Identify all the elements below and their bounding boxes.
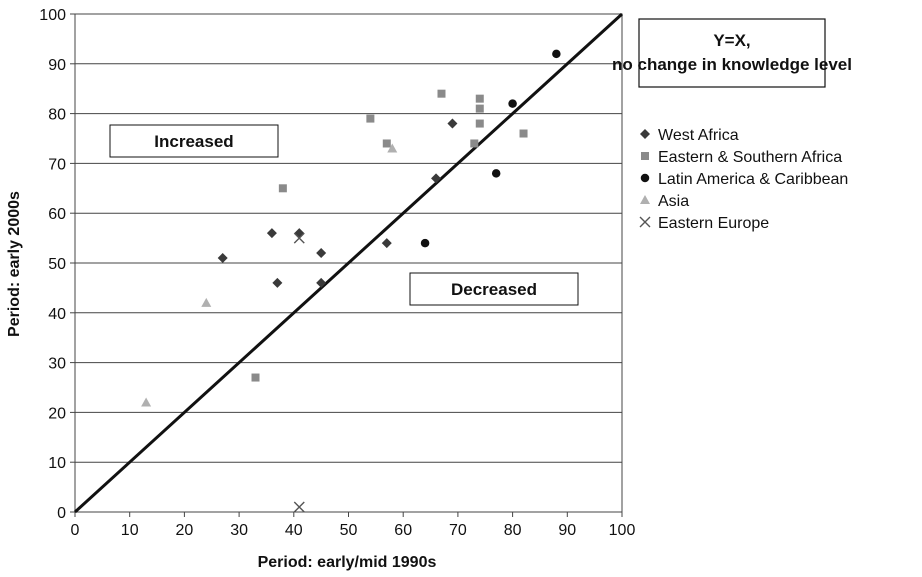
y-axis-title: Period: early 2000s	[6, 191, 23, 337]
x-tick-label-90: 90	[558, 522, 576, 539]
data-point-1-7	[475, 104, 484, 113]
legend: West Africa Eastern & Southern Africa Lati…	[639, 127, 848, 232]
increased-label: Increased	[154, 132, 233, 151]
legend-label-3: Asia	[658, 193, 689, 210]
x-tick-label-70: 70	[449, 522, 467, 539]
series-1	[251, 89, 528, 382]
data-points	[141, 49, 561, 513]
series-3	[141, 143, 398, 407]
reference-line-label-box: Y=X, no change in knowledge level	[612, 18, 852, 88]
data-point-1-8	[475, 119, 484, 128]
data-point-1-6	[475, 94, 484, 103]
data-point-4-0	[293, 232, 305, 244]
reference-line-label: Y=X, no change in knowledge level	[612, 31, 852, 74]
x-tick-label-50: 50	[340, 522, 358, 539]
x-tick-label-0: 0	[71, 522, 80, 539]
legend-label-0: West Africa	[658, 127, 739, 144]
legend-label-4: Eastern Europe	[658, 215, 769, 232]
data-point-0-3	[294, 228, 305, 239]
data-point-0-6	[381, 238, 392, 249]
x-tick-label-80: 80	[504, 522, 522, 539]
data-point-1-2	[366, 114, 375, 123]
legend-marker-3	[640, 195, 650, 204]
legend-label-2: Latin America & Caribbean	[658, 171, 848, 188]
data-point-3-1	[201, 297, 212, 307]
y-tick-label-70: 70	[48, 156, 66, 173]
data-point-0-2	[272, 277, 283, 288]
x-tick-label-100: 100	[609, 522, 636, 539]
y-tick-labels: 0 10 20 30 40 50 60 70 80 90 100	[39, 7, 75, 522]
data-point-2-3	[552, 49, 561, 59]
y-tick-label-50: 50	[48, 256, 66, 273]
data-point-0-1	[266, 228, 277, 239]
legend-item-0: West Africa	[640, 127, 739, 144]
data-point-0-8	[447, 118, 458, 129]
data-point-3-0	[141, 397, 152, 407]
data-point-1-0	[251, 373, 260, 382]
legend-marker-1	[641, 152, 649, 160]
y-tick-label-60: 60	[48, 206, 66, 223]
x-tick-label-10: 10	[121, 522, 139, 539]
data-point-1-1	[278, 184, 287, 193]
data-point-0-5	[316, 277, 327, 288]
legend-item-1: Eastern & Southern Africa	[641, 149, 842, 166]
x-axis-title: Period: early/mid 1990s	[258, 554, 437, 571]
series-0	[217, 118, 458, 288]
series-2	[420, 49, 561, 248]
x-tick-label-60: 60	[394, 522, 412, 539]
decreased-annotation: Decreased	[409, 272, 579, 306]
legend-marker-4	[639, 216, 651, 228]
data-point-2-2	[508, 99, 517, 108]
decreased-label: Decreased	[451, 280, 537, 299]
x-tick-label-30: 30	[230, 522, 248, 539]
legend-label-1: Eastern & Southern Africa	[658, 149, 842, 166]
y-tick-label-20: 20	[48, 405, 66, 422]
x-tick-label-40: 40	[285, 522, 303, 539]
data-point-2-1	[491, 169, 501, 178]
legend-item-2: Latin America & Caribbean	[640, 171, 848, 188]
legend-marker-2	[640, 173, 650, 183]
y-tick-label-30: 30	[48, 356, 66, 373]
y-tick-label-0: 0	[57, 505, 66, 522]
data-point-1-5	[470, 139, 479, 148]
x-tick-labels: 0 10 20 30 40 50 60 70 80 90 100	[71, 512, 636, 539]
data-point-0-0	[217, 253, 228, 264]
y-tick-label-100: 100	[39, 7, 66, 24]
legend-item-4: Eastern Europe	[639, 215, 769, 232]
data-point-4-1	[293, 501, 305, 513]
increased-annotation: Increased	[109, 124, 279, 158]
series-4	[293, 232, 305, 513]
data-point-0-7	[431, 173, 442, 184]
data-point-3-2	[387, 143, 398, 153]
y-tick-label-10: 10	[48, 455, 66, 472]
legend-marker-0	[640, 129, 650, 139]
data-point-1-3	[382, 139, 391, 148]
data-point-0-4	[316, 248, 327, 259]
data-point-1-9	[519, 129, 528, 138]
data-point-2-0	[420, 238, 430, 248]
x-tick-label-20: 20	[176, 522, 194, 539]
y-tick-label-40: 40	[48, 306, 66, 323]
data-point-1-4	[437, 89, 446, 98]
y-tick-label-80: 80	[48, 107, 66, 124]
reference-line-y-equals-x	[73, 12, 624, 514]
legend-item-3: Asia	[640, 193, 689, 210]
y-tick-label-90: 90	[48, 57, 66, 74]
